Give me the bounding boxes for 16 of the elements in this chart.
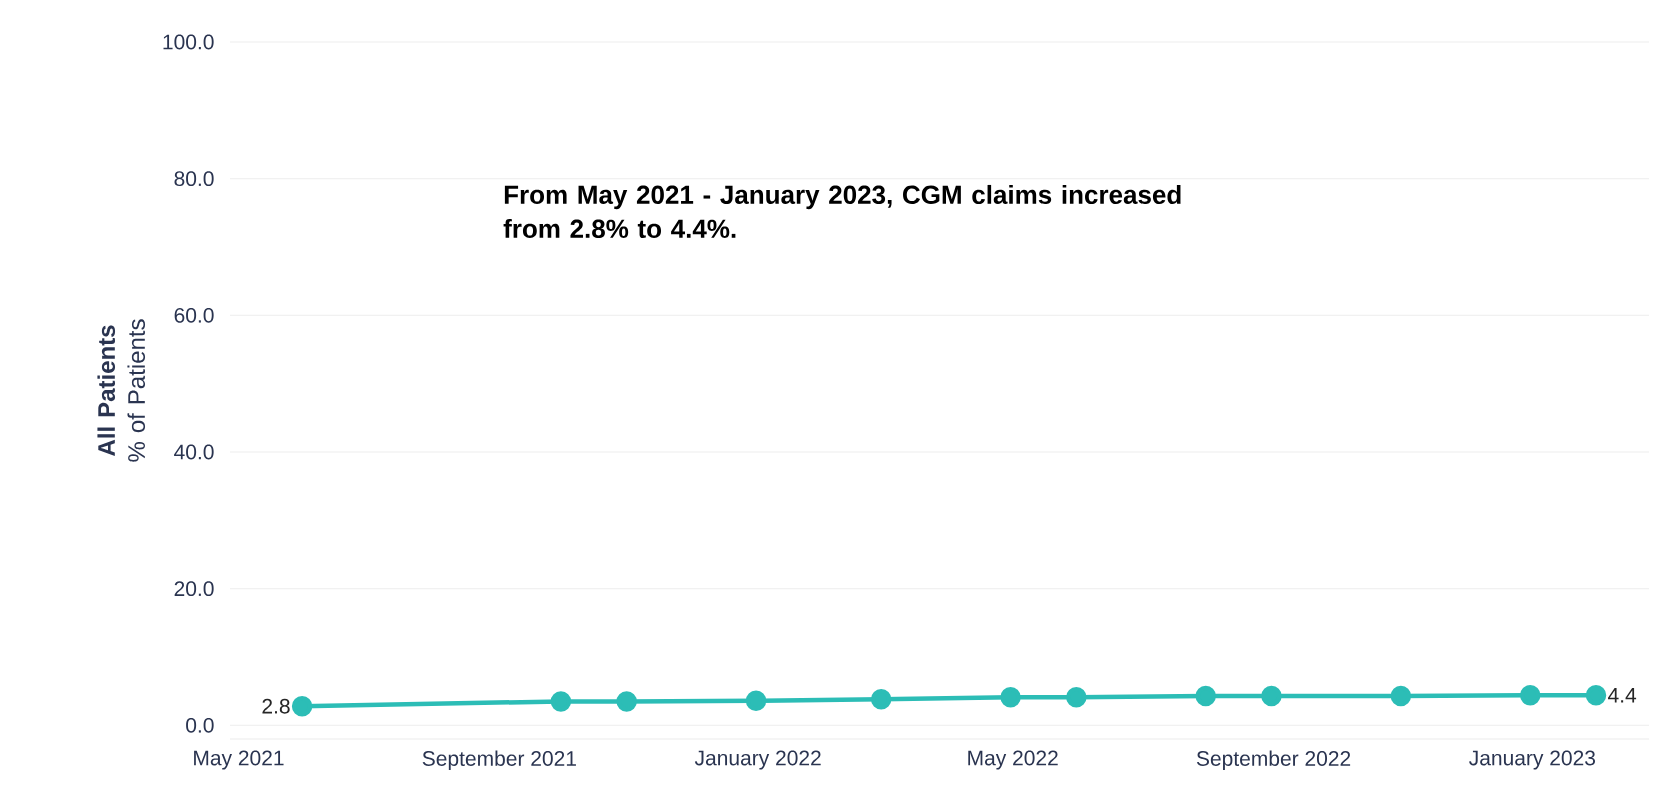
y-tick-label: 100.0 [163, 34, 214, 50]
x-tick-label: January 2023 [1469, 750, 1596, 770]
y-tick-label: 40.0 [174, 444, 214, 460]
x-tick-label: January 2022 [694, 750, 821, 770]
x-tick-label: September 2022 [1196, 750, 1351, 771]
annotation: From May 2021 - January 2023, CGM claims increased from 2.8% to 4.4%. [503, 184, 1181, 239]
x-tick-label: May 2021 [194, 750, 284, 770]
y-tick-label: 20.0 [174, 581, 214, 597]
y-tick-label: 60.0 [174, 307, 214, 323]
x-tick-label: September 2021 [422, 750, 576, 771]
y-tick-label: 80.0 [174, 171, 214, 187]
y-axis-title: All Patients % of Patients [97, 319, 146, 462]
data-label: 2.8 [262, 698, 290, 714]
data-label: 4.4 [1608, 688, 1637, 703]
x-tick-label: May 2022 [968, 750, 1058, 770]
y-tick-label: 0.0 [186, 717, 214, 733]
